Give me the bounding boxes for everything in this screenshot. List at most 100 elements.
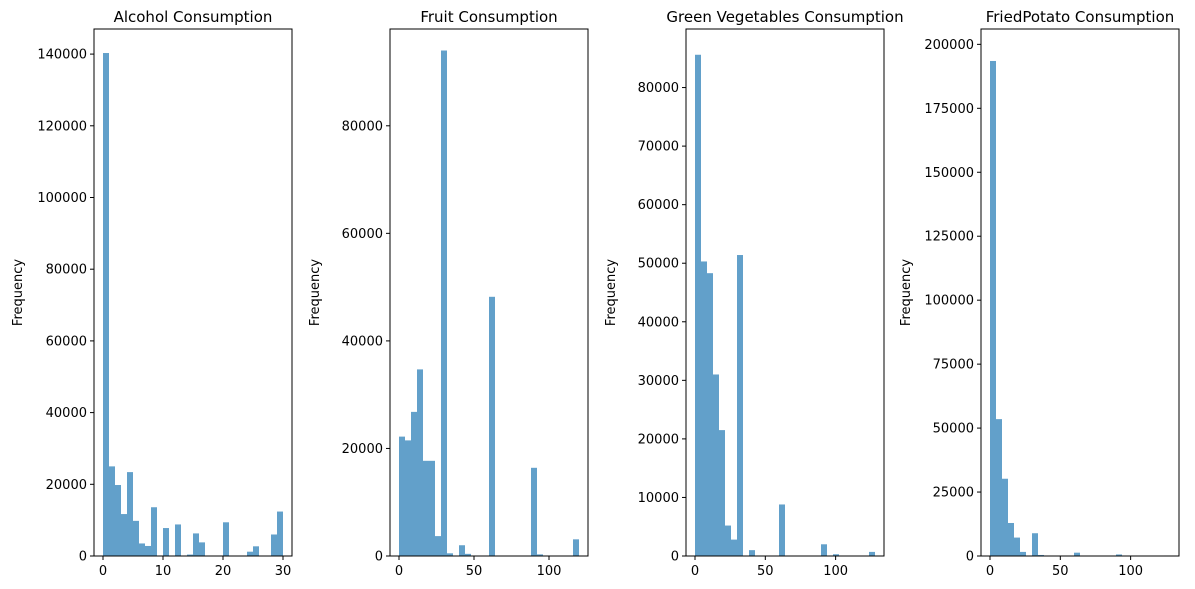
histogram-bar [175,524,181,556]
y-tick-label: 0 [79,550,87,565]
histogram-bar [399,436,405,556]
histogram-bar [253,546,259,556]
histogram-bar [531,467,537,556]
axes-frame [93,28,293,557]
histogram-bar [707,273,713,556]
histogram-bar [719,430,725,556]
y-tick-label: 50000 [638,257,679,272]
y-tick-label: 140000 [37,48,87,63]
histogram-bar [1032,533,1038,556]
y-tick-label: 40000 [342,334,383,349]
x-tick-label: 10 [155,564,172,579]
histogram-bar [277,511,283,556]
histogram-bar [537,554,543,556]
histogram-bar [103,53,109,557]
histogram-bar [833,554,839,556]
y-tick-label: 30000 [638,374,679,389]
y-tick-label: 80000 [46,263,87,278]
histogram-bar [731,539,737,556]
axes-frame [980,28,1180,557]
histogram-bar [199,542,205,556]
histogram-bar [223,522,229,556]
y-tick-label: 75000 [933,358,974,373]
y-axis-label: Frequency [604,259,619,326]
y-tick-label: 80000 [342,119,383,134]
x-tick-label: 0 [99,564,107,579]
histogram-panel-1: 0 10 20 30 0 20000 40000 60000 80000 100000 120000… [11,8,293,579]
chart-title: Alcohol Consumption [114,8,273,26]
histogram-bar [459,545,465,556]
histogram-bar [151,507,157,556]
y-tick-label: 0 [966,550,974,565]
histogram-bar [489,296,495,556]
y-tick-label: 20000 [342,442,383,457]
x-tick-label: 50 [757,564,774,579]
y-tick-label: 25000 [933,486,974,501]
x-tick-label: 50 [466,564,483,579]
chart-title: Fruit Consumption [420,8,557,26]
histogram-bar [139,543,145,556]
histogram-bar [701,261,707,556]
histogram-bar [996,419,1002,556]
y-tick-label: 70000 [638,140,679,155]
histogram-bar [1002,478,1008,556]
histogram-bar [187,554,193,556]
histogram-bar [1020,551,1026,556]
y-tick-label: 10000 [638,491,679,506]
histogram-bar [573,539,579,556]
histogram-bar [441,50,447,557]
histogram-bar [1008,522,1014,556]
x-tick-label: 100 [537,564,562,579]
y-tick-label: 100000 [37,191,87,206]
histogram-panel-3: 0 50 100 0 10000 20000 30000 40000 50000 60000 700… [604,8,904,579]
histogram-bar [417,369,423,556]
histogram-bar [695,54,701,557]
histogram-bar [109,466,115,556]
histogram-bar [145,545,151,556]
x-tick-label: 100 [823,564,848,579]
histogram-bar [779,504,785,556]
histogram-bar [247,551,253,556]
chart-title: Green Vegetables Consumption [666,8,903,26]
histogram-bar [1038,554,1044,556]
histogram-bar [193,533,199,556]
x-tick-label: 0 [395,564,403,579]
y-axis-label: Frequency [11,259,26,326]
y-tick-label: 60000 [638,198,679,213]
histogram-bar [447,553,453,556]
y-tick-label: 120000 [37,119,87,134]
histogram-bar [725,525,731,556]
y-tick-label: 40000 [46,406,87,421]
histogram-bar [749,550,755,556]
y-tick-label: 100000 [924,294,974,309]
histogram-panel-4: 0 50 100 0 25000 50000 75000 100000 125000 150000… [899,8,1180,579]
x-tick-label: 20 [215,564,232,579]
histogram-bar [821,544,827,556]
y-axis-label: Frequency [308,259,323,326]
y-tick-label: 0 [671,550,679,565]
histogram-bar [429,460,435,556]
y-tick-label: 40000 [638,315,679,330]
histogram-panel-2: 0 50 100 0 20000 40000 60000 80000 Fruit Consump… [308,8,589,579]
axes-frame [685,28,885,557]
y-tick-label: 125000 [924,230,974,245]
x-tick-label: 50 [1052,564,1069,579]
x-tick-label: 30 [275,564,292,579]
histogram-bar [133,520,139,556]
x-tick-label: 100 [1118,564,1143,579]
histogram-bar [411,411,417,556]
histogram-bar [713,374,719,556]
histogram-bar [737,255,743,556]
histogram-bar [405,440,411,556]
y-tick-label: 175000 [924,102,974,117]
histogram-bar [115,485,121,556]
chart-title: FriedPotato Consumption [986,8,1175,26]
y-tick-label: 150000 [924,166,974,181]
y-tick-label: 200000 [924,38,974,53]
histogram-bar [465,553,471,556]
x-tick-label: 0 [691,564,699,579]
y-tick-label: 60000 [342,227,383,242]
histogram-bar [1074,552,1080,556]
histogram-bar [163,528,169,556]
